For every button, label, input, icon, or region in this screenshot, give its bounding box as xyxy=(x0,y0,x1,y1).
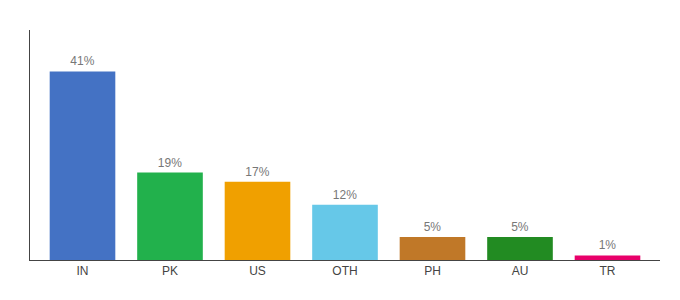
svg-text:1%: 1% xyxy=(599,238,617,252)
svg-text:12%: 12% xyxy=(333,188,357,202)
svg-text:TR: TR xyxy=(600,264,616,278)
svg-text:5%: 5% xyxy=(424,220,442,234)
svg-text:17%: 17% xyxy=(245,165,269,179)
svg-text:PH: PH xyxy=(424,264,441,278)
svg-text:AU: AU xyxy=(512,264,529,278)
svg-text:5%: 5% xyxy=(511,220,529,234)
svg-text:41%: 41% xyxy=(70,54,94,68)
svg-text:19%: 19% xyxy=(158,156,182,170)
svg-text:US: US xyxy=(249,264,266,278)
svg-text:PK: PK xyxy=(162,264,178,278)
svg-text:IN: IN xyxy=(77,264,89,278)
svg-text:OTH: OTH xyxy=(332,264,357,278)
